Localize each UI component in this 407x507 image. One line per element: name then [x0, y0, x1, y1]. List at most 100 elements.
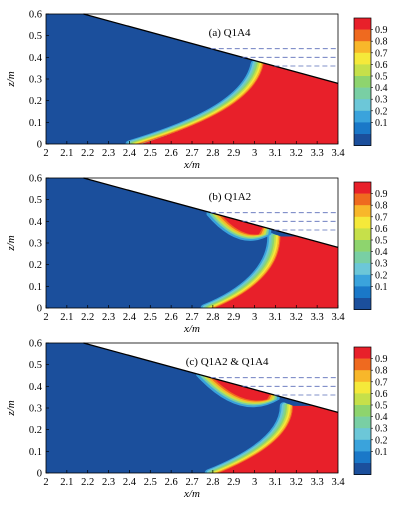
panel-a: 2 2.1 2.2 2.3 2.4 2.5 2.6 2.7 2.8 2.9 3 3.1 3.2 3.3 3.… — [5, 10, 388, 172]
x-tick-label: 3.3 — [311, 477, 324, 488]
mixing-band-contour — [216, 405, 293, 473]
y-tick-label: 0.3 — [29, 404, 42, 415]
x-tick-label: 2.9 — [227, 477, 240, 488]
x-tick-label: 3.2 — [290, 148, 303, 159]
colorbar-swatch — [354, 286, 371, 299]
colorbar-label: 0.4 — [375, 412, 388, 423]
colorbar-label: 0.8 — [375, 37, 388, 48]
saltwater-wedge — [208, 236, 338, 308]
x-tick-label: 2.4 — [123, 477, 137, 488]
colorbar-label: 0.3 — [375, 259, 388, 270]
y-tick-label: 0.6 — [29, 10, 42, 21]
x-tick-label: 2.1 — [60, 312, 73, 323]
y-tick-label: 0.1 — [29, 447, 42, 458]
x-tick-label: 2 — [43, 477, 48, 488]
colorbar-swatch — [354, 451, 371, 464]
y-tick-label: 0.2 — [29, 96, 42, 107]
x-tick-label: 2.8 — [206, 148, 219, 159]
y-axis-label: z/m — [5, 71, 17, 87]
colorbar-frame — [353, 346, 372, 475]
x-tick-label: 3.1 — [269, 477, 282, 488]
x-tick-label: 3.4 — [331, 477, 345, 488]
y-tick-label: 0.1 — [29, 118, 42, 129]
colorbar-swatch — [354, 87, 371, 100]
x-tick-label: 3.2 — [290, 477, 303, 488]
colorbar-label: 0.8 — [375, 201, 388, 212]
colorbar-swatch — [354, 358, 371, 371]
y-tick-label: 0 — [37, 304, 42, 315]
colorbar-swatch — [354, 298, 371, 310]
mixing-band-contour — [215, 405, 293, 473]
mixing-zone — [200, 232, 281, 308]
x-axis-label: x/m — [183, 159, 200, 171]
x-tick-label: 2.4 — [123, 312, 137, 323]
colorbar-swatch — [354, 274, 371, 287]
colorbar-swatch — [354, 99, 371, 112]
x-tick-label: 2.7 — [185, 312, 198, 323]
colorbar-swatch — [354, 240, 371, 252]
x-tick-label: 2 — [43, 148, 48, 159]
colorbar-swatch — [354, 463, 371, 475]
colorbar-swatch — [354, 193, 371, 206]
colorbar-label: 0.6 — [375, 60, 388, 71]
colorbar-swatch — [354, 381, 371, 394]
panel-label: (a) Q1A4 — [209, 27, 251, 39]
saltwater-wedge — [133, 63, 338, 144]
colorbar-label: 0.6 — [375, 224, 388, 235]
colorbar-label: 0.4 — [375, 247, 388, 258]
y-tick-label: 0.2 — [29, 260, 42, 271]
colorbar-label: 0.2 — [375, 435, 388, 446]
x-tick-label: 2.3 — [102, 312, 115, 323]
y-tick-label: 0.1 — [29, 282, 42, 293]
mixing-band-contour — [137, 63, 264, 144]
x-tick-label: 3.1 — [269, 148, 282, 159]
colorbar-label: 0.9 — [375, 354, 388, 365]
colorbar-swatch — [354, 134, 371, 146]
colorbar-swatch — [354, 428, 371, 441]
colorbar-swatch — [354, 41, 371, 54]
x-tick-label: 2.6 — [165, 477, 178, 488]
y-tick-label: 0.3 — [29, 75, 42, 86]
panel-label: (c) Q1A2 & Q1A4 — [186, 356, 269, 368]
colorbar: 0.90.80.70.60.50.40.30.20.1 — [353, 346, 388, 475]
panel-c: 2 2.1 2.2 2.3 2.4 2.5 2.6 2.7 2.8 2.9 3 3.1 3.2 3.3 3.… — [5, 339, 388, 501]
x-tick-label: 2.9 — [227, 312, 240, 323]
y-axis-ticks: 0 0.1 0.2 0.3 0.4 0.5 0.6 — [29, 339, 49, 480]
x-tick-label: 3.4 — [331, 312, 345, 323]
x-tick-label: 3.3 — [311, 312, 324, 323]
x-tick-label: 2.3 — [102, 148, 115, 159]
colorbar-swatch — [354, 439, 371, 452]
colorbar-label: 0.3 — [375, 95, 388, 106]
y-tick-label: 0.4 — [29, 217, 43, 228]
y-tick-label: 0.3 — [29, 239, 42, 250]
colorbar-label: 0.2 — [375, 270, 388, 281]
x-axis-label: x/m — [183, 488, 200, 500]
colorbar-swatch — [354, 205, 371, 218]
colorbar-swatch — [354, 393, 371, 406]
x-tick-label: 2.5 — [144, 148, 157, 159]
dashed-reference-lines — [210, 377, 338, 396]
colorbar-label: 0.6 — [375, 389, 388, 400]
colorbar-frame — [353, 181, 372, 310]
y-tick-label: 0.5 — [29, 195, 42, 206]
y-tick-label: 0.4 — [29, 53, 43, 64]
colorbar-label: 0.9 — [375, 25, 388, 36]
x-axis-ticks: 2 2.1 2.2 2.3 2.4 2.5 2.6 2.7 2.8 2.9 3 3.1 3.2 3.3 3.… — [43, 305, 345, 323]
mixing-band-contour — [211, 235, 280, 308]
x-tick-label: 2.6 — [165, 148, 178, 159]
x-tick-label: 3 — [252, 148, 257, 159]
x-tick-label: 3.3 — [311, 148, 324, 159]
colorbar-frame — [353, 17, 372, 146]
colorbar-swatch — [354, 64, 371, 77]
x-axis-ticks: 2 2.1 2.2 2.3 2.4 2.5 2.6 2.7 2.8 2.9 3 3.1 3.2 3.3 3.… — [43, 141, 345, 159]
colorbar-label: 0.1 — [375, 118, 388, 129]
x-tick-label: 2.7 — [185, 477, 198, 488]
panel-label: (b) Q1A2 — [209, 191, 251, 203]
colorbar-label: 0.7 — [375, 48, 388, 59]
y-tick-label: 0.5 — [29, 31, 42, 42]
y-axis-ticks: 0 0.1 0.2 0.3 0.4 0.5 0.6 — [29, 174, 49, 315]
x-tick-label: 3.1 — [269, 312, 282, 323]
colorbar-label: 0.4 — [375, 83, 388, 94]
x-tick-label: 2.8 — [206, 312, 219, 323]
